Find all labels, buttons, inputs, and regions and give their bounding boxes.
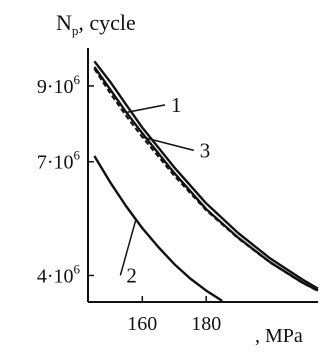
y-axis-label-subscript: p: [72, 23, 79, 38]
annotation-label-2: 2: [126, 263, 137, 287]
annotation-leader-3: [142, 136, 194, 152]
series-line-1: [93, 66, 319, 292]
y-tick-label: 4·106: [37, 261, 81, 287]
y-tick-exponent: 6: [74, 261, 81, 276]
series-line-upper: [93, 60, 319, 290]
annotation-leader-1: [126, 104, 166, 114]
series-line-3: [93, 68, 319, 292]
y-tick-label: 7·106: [37, 148, 81, 174]
series-line-2: [93, 155, 223, 302]
y-axis-label-unit: , cycle: [78, 10, 135, 35]
y-axis-label: Np, cycle: [56, 10, 136, 38]
y-tick-base: 4·10: [37, 265, 74, 287]
annotation-label-3: 3: [200, 138, 211, 162]
x-axis-label: , MPa: [255, 325, 303, 347]
y-tick-exponent: 6: [74, 148, 81, 163]
x-tick-label: 180: [191, 313, 221, 335]
y-tick-exponent: 6: [74, 72, 81, 87]
annotation-label-1: 1: [171, 93, 182, 117]
y-tick-label: 9·106: [37, 72, 81, 98]
y-tick-base: 7·10: [37, 152, 74, 174]
y-tick-base: 9·10: [37, 76, 74, 98]
x-tick-label: 160: [127, 313, 157, 335]
annotation-leader-2: [119, 219, 137, 276]
